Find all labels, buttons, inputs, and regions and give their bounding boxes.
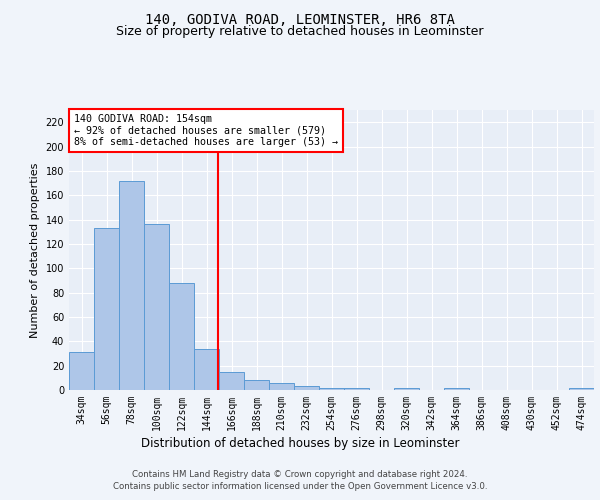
Bar — [294, 386, 319, 390]
Bar — [94, 228, 119, 390]
Text: Contains HM Land Registry data © Crown copyright and database right 2024.: Contains HM Land Registry data © Crown c… — [132, 470, 468, 479]
Bar — [69, 352, 94, 390]
Text: Size of property relative to detached houses in Leominster: Size of property relative to detached ho… — [116, 25, 484, 38]
Bar — [444, 388, 469, 390]
Text: 140 GODIVA ROAD: 154sqm
← 92% of detached houses are smaller (579)
8% of semi-de: 140 GODIVA ROAD: 154sqm ← 92% of detache… — [74, 114, 338, 148]
Bar — [144, 224, 169, 390]
Bar — [119, 180, 144, 390]
Bar — [269, 382, 294, 390]
Bar — [169, 283, 194, 390]
Text: Distribution of detached houses by size in Leominster: Distribution of detached houses by size … — [141, 438, 459, 450]
Text: Contains public sector information licensed under the Open Government Licence v3: Contains public sector information licen… — [113, 482, 487, 491]
Bar — [244, 380, 269, 390]
Bar — [344, 388, 369, 390]
Bar — [569, 388, 594, 390]
Bar — [394, 388, 419, 390]
Y-axis label: Number of detached properties: Number of detached properties — [30, 162, 40, 338]
Bar — [194, 348, 219, 390]
Bar — [319, 388, 344, 390]
Bar — [219, 372, 244, 390]
Text: 140, GODIVA ROAD, LEOMINSTER, HR6 8TA: 140, GODIVA ROAD, LEOMINSTER, HR6 8TA — [145, 12, 455, 26]
